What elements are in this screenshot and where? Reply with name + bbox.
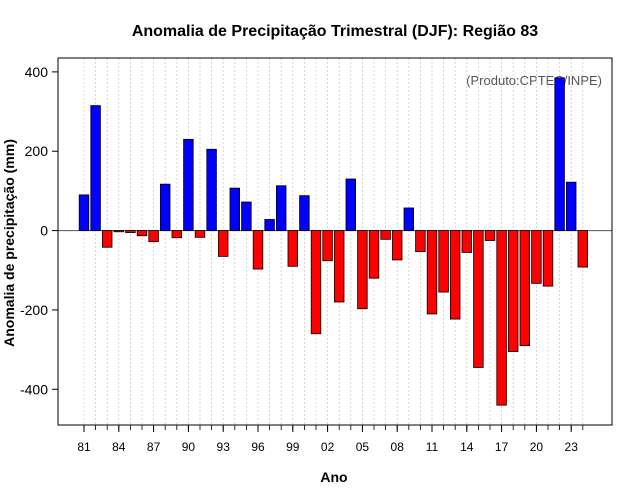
- x-tick-label: 90: [182, 440, 196, 454]
- x-axis-label: Ano: [320, 469, 347, 485]
- bar: [264, 219, 275, 231]
- bar: [241, 201, 252, 231]
- bar: [322, 230, 333, 262]
- bar: [426, 230, 438, 315]
- bar: [194, 230, 206, 238]
- bar: [577, 230, 589, 268]
- bar: [102, 230, 113, 248]
- x-tick-label: 87: [147, 440, 161, 454]
- bar: [159, 183, 171, 231]
- y-tick-label: 200: [25, 143, 49, 159]
- y-tick-label: -200: [20, 302, 48, 318]
- bar: [507, 230, 519, 352]
- bar: [403, 207, 415, 231]
- bar: [125, 230, 136, 233]
- x-tick-label: 23: [565, 440, 579, 454]
- y-tick-label: 400: [25, 64, 49, 80]
- bar: [90, 105, 101, 231]
- x-tick-label: 81: [77, 440, 91, 454]
- bar: [473, 230, 484, 368]
- bar: [449, 230, 461, 320]
- bar: [113, 230, 125, 233]
- x-tick-label: 96: [251, 440, 265, 454]
- axes: 400 200 0 -200 -400 81 84 87 90 93 96 99 02 05 08 11 14 1…: [20, 57, 613, 454]
- bar: [206, 148, 217, 231]
- x-tick-label: 99: [286, 440, 300, 454]
- bar: [531, 230, 542, 284]
- bar: [345, 178, 357, 231]
- bar: [171, 230, 183, 239]
- bar: [78, 194, 90, 231]
- y-axis-label: Anomalia de precipitação (mm): [1, 139, 17, 347]
- x-tick-label: 05: [356, 440, 370, 454]
- bar: [287, 230, 299, 267]
- x-tick-label: 93: [217, 440, 231, 454]
- bar: [217, 230, 229, 257]
- x-tick-label: 14: [460, 440, 474, 454]
- x-tick-label: 20: [530, 440, 544, 454]
- bar: [554, 77, 565, 231]
- y-tick-label: 0: [40, 223, 48, 239]
- bar: [415, 230, 426, 253]
- y-tick-label: -400: [20, 381, 48, 397]
- bar: [368, 230, 380, 279]
- bar: [148, 230, 159, 243]
- bar: [542, 230, 554, 287]
- bar: [566, 181, 577, 231]
- bar: [136, 230, 148, 237]
- x-tick-label: 11: [426, 440, 439, 454]
- bar: [484, 230, 496, 241]
- bar: [391, 230, 403, 261]
- chart-title: Anomalia de Precipitação Trimestral (DJF…: [132, 23, 538, 40]
- plot-frame: [57, 57, 613, 426]
- bar: [438, 230, 449, 293]
- bars: [78, 77, 589, 406]
- bar: [229, 187, 241, 231]
- x-tick-label: 84: [112, 440, 126, 454]
- bar: [333, 230, 345, 303]
- x-tick-label: 02: [321, 440, 335, 454]
- x-tick-label: 08: [391, 440, 405, 454]
- bar: [310, 230, 322, 335]
- bar: [252, 230, 264, 270]
- bar: [183, 138, 194, 231]
- bar: [519, 230, 531, 347]
- bar: [380, 230, 391, 240]
- bar: [357, 230, 368, 310]
- bar: [496, 230, 507, 406]
- bar: [461, 230, 473, 253]
- bar: [299, 195, 310, 231]
- bar: [275, 185, 287, 231]
- x-tick-label: 17: [495, 440, 509, 454]
- source-annotation: (Produto:CPTEC/INPE): [466, 73, 602, 88]
